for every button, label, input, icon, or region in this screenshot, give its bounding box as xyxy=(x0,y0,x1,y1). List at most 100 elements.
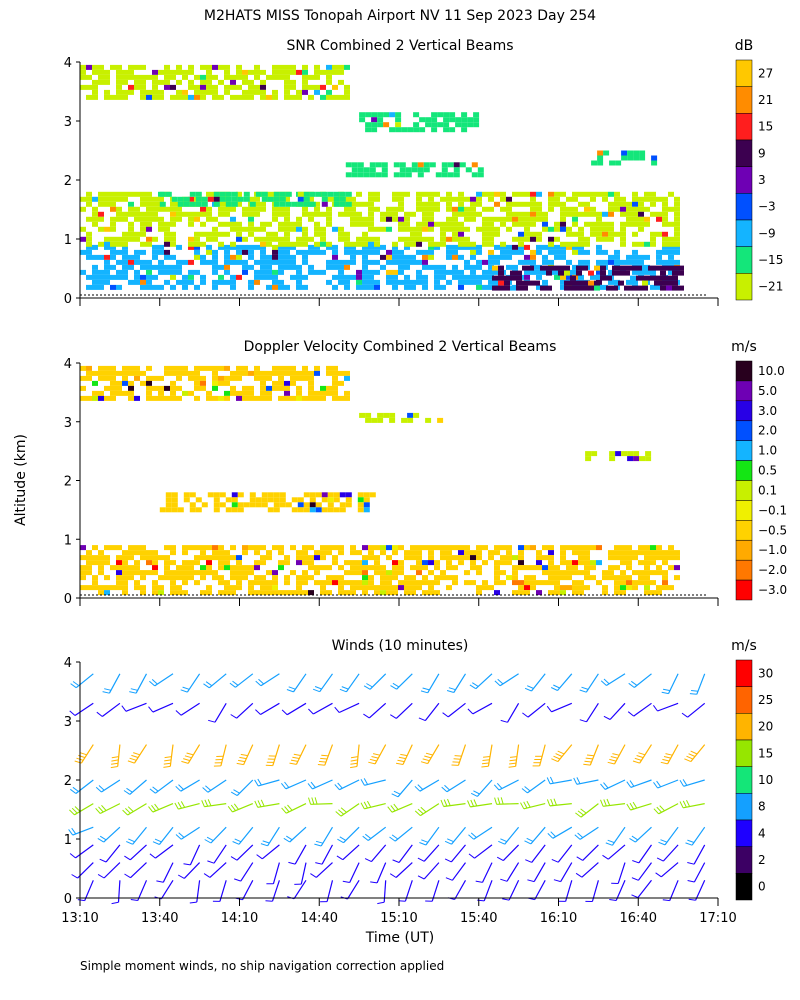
heatmap-cell xyxy=(494,575,500,581)
wind-barb xyxy=(295,744,307,765)
heatmap-cell xyxy=(218,565,224,571)
heatmap-cell xyxy=(188,370,194,376)
heatmap-cell xyxy=(158,259,164,265)
heatmap-cell xyxy=(122,216,128,222)
heatmap-cell xyxy=(326,385,332,391)
heatmap-cell xyxy=(482,216,488,222)
heatmap-cell xyxy=(86,365,92,371)
wind-barb-flag xyxy=(149,788,156,794)
heatmap-cell xyxy=(578,555,584,561)
heatmap-cell xyxy=(608,259,614,265)
heatmap-cell xyxy=(92,94,98,100)
heatmap-cell xyxy=(158,590,164,596)
wind-barb-flag xyxy=(230,714,237,719)
heatmap-cell xyxy=(588,280,594,286)
heatmap-cell xyxy=(584,211,590,217)
wind-barb-flag xyxy=(69,710,76,716)
wind-barb-flag xyxy=(204,839,212,844)
wind-barb-flag xyxy=(350,766,358,769)
heatmap-cell xyxy=(494,191,500,197)
heatmap-cell xyxy=(140,264,146,270)
heatmap-cell xyxy=(386,580,392,586)
heatmap-cell xyxy=(536,249,542,255)
heatmap-cell xyxy=(242,370,248,376)
heatmap-cell xyxy=(554,575,560,581)
heatmap-cell xyxy=(516,270,522,276)
heatmap-cell xyxy=(213,191,220,197)
heatmap-cell xyxy=(674,216,680,222)
heatmap-cell xyxy=(219,191,226,197)
colorbar-swatch xyxy=(735,500,753,521)
heatmap-cell xyxy=(626,550,632,556)
heatmap-cell xyxy=(110,370,116,376)
heatmap-cell xyxy=(482,221,488,227)
heatmap-cell xyxy=(416,560,422,566)
heatmap-cell xyxy=(668,550,674,556)
heatmap-cell xyxy=(296,264,302,270)
heatmap-cell xyxy=(627,155,634,161)
wind-barb-flag xyxy=(164,759,172,762)
heatmap-cell xyxy=(648,275,654,281)
wind-barb xyxy=(658,803,679,815)
heatmap-cell xyxy=(285,502,292,508)
heatmap-cell xyxy=(80,565,86,571)
heatmap-cell xyxy=(401,417,408,423)
heatmap-cell xyxy=(345,201,352,207)
heatmap-cell xyxy=(134,64,140,70)
heatmap-cell xyxy=(122,570,128,576)
wind-barb-flag xyxy=(420,690,428,694)
heatmap-cell xyxy=(261,191,268,197)
heatmap-cell xyxy=(110,380,116,386)
wind-barb-flag xyxy=(636,755,644,759)
wind-barb xyxy=(585,702,599,723)
wind-barb-flag xyxy=(240,753,248,757)
wind-barb xyxy=(487,744,493,767)
heatmap-cell xyxy=(455,117,462,123)
heatmap-cell xyxy=(572,216,578,222)
heatmap-cell xyxy=(410,254,416,260)
heatmap-cell xyxy=(116,274,122,280)
heatmap-cell xyxy=(200,555,206,561)
heatmap-cell xyxy=(464,211,470,217)
heatmap-cell xyxy=(560,590,566,596)
heatmap-cell xyxy=(236,274,242,280)
wind-barb xyxy=(576,779,599,785)
heatmap-cell xyxy=(380,565,386,571)
heatmap-cell xyxy=(392,254,398,260)
wind-barb xyxy=(207,779,227,793)
heatmap-cell xyxy=(398,191,404,197)
heatmap-cell xyxy=(212,395,218,401)
heatmap-cell xyxy=(638,221,644,227)
wind-barb-flag xyxy=(631,894,639,899)
wind-barb-flag xyxy=(553,879,561,883)
heatmap-cell xyxy=(512,211,518,217)
heatmap-cell xyxy=(650,555,656,561)
heatmap-cell xyxy=(152,395,158,401)
heatmap-cell xyxy=(140,590,146,596)
colorbar-swatch xyxy=(735,520,753,541)
wind-barb-flag xyxy=(653,782,659,789)
wind-barb-flag xyxy=(574,834,581,840)
wind-barb-flag xyxy=(177,874,185,879)
heatmap-cell xyxy=(183,492,190,498)
heatmap-cell xyxy=(344,84,350,90)
heatmap-cell xyxy=(158,385,164,391)
heatmap-cell xyxy=(116,284,122,290)
heatmap-cell xyxy=(422,545,428,551)
wind-barb-flag xyxy=(227,805,233,813)
wind-barb-flag xyxy=(661,691,669,695)
heatmap-cell xyxy=(200,221,206,227)
heatmap-cell xyxy=(303,492,310,498)
heatmap-cell xyxy=(668,249,674,255)
wind-barb-flag xyxy=(444,840,452,845)
colorbar-swatch xyxy=(735,193,753,221)
heatmap-cell xyxy=(272,575,278,581)
heatmap-cell xyxy=(278,226,284,232)
heatmap-cell xyxy=(104,201,110,207)
heatmap-cell xyxy=(194,555,200,561)
heatmap-cell xyxy=(374,565,380,571)
heatmap-cell xyxy=(206,211,212,217)
heatmap-cell xyxy=(383,412,390,418)
wind-barb-flag xyxy=(481,762,489,765)
heatmap-cell xyxy=(590,196,596,202)
